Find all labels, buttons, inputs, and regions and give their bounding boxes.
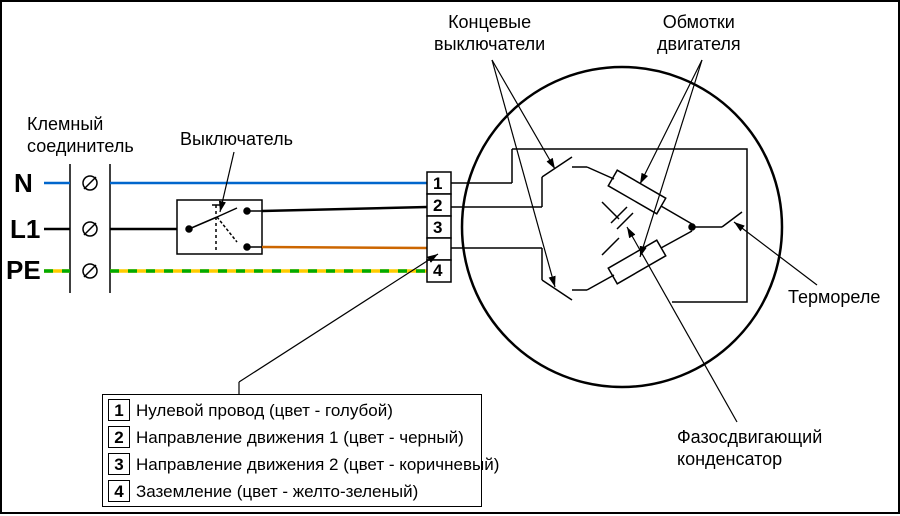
legend-num-4: 4	[108, 480, 130, 502]
legend-text-1: Нулевой провод (цвет - голубой)	[136, 401, 393, 421]
wire-2-black	[262, 207, 427, 211]
terminal-block	[70, 164, 110, 293]
switch-symbol	[177, 200, 262, 254]
term-num-4: 4	[433, 261, 442, 281]
legend-num-1: 1	[108, 399, 130, 421]
motor-outline	[462, 67, 782, 387]
legend-text-3: Направление движения 2 (цвет - коричневы…	[136, 455, 499, 475]
legend-num-2: 2	[108, 426, 130, 448]
wire-3-brown	[262, 247, 427, 248]
term-num-3: 3	[433, 218, 442, 238]
legend-text-4: Заземление (цвет - желто-зеленый)	[136, 482, 418, 502]
legend-text-2: Направление движения 1 (цвет - черный)	[136, 428, 464, 448]
wiring-diagram: Клемный соединитель Выключатель Концевые…	[0, 0, 900, 514]
legend-num-3: 3	[108, 453, 130, 475]
term-num-1: 1	[433, 174, 442, 194]
term-num-2: 2	[433, 196, 442, 216]
